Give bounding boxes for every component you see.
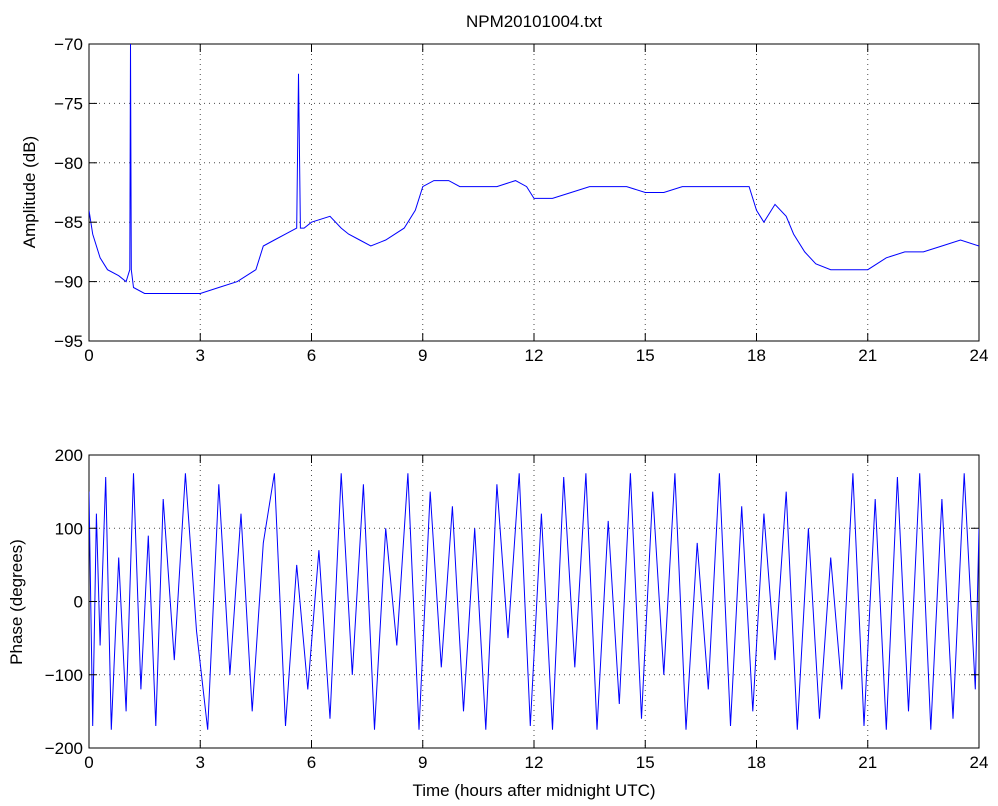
x-tick-label: 15 xyxy=(636,346,655,365)
x-tick-label: 9 xyxy=(418,346,427,365)
y-tick-label: −95 xyxy=(54,332,83,351)
amplitude-y-axis-label: Amplitude (dB) xyxy=(20,136,39,248)
amplitude-panel: NPM20101004.txt 0 3 6 9 12 15 18 21 24 −70 −75 −80 −… xyxy=(20,12,988,365)
x-tick-label: 0 xyxy=(84,753,93,772)
y-tick-label: −90 xyxy=(54,273,83,292)
x-tick-label: 3 xyxy=(196,753,205,772)
y-tick-label: −75 xyxy=(54,94,83,113)
y-tick-label: −70 xyxy=(54,35,83,54)
x-tick-label: 12 xyxy=(525,346,544,365)
x-tick-label: 0 xyxy=(84,346,93,365)
y-tick-label: 0 xyxy=(74,593,83,612)
phase-panel: 0 3 6 9 12 15 18 21 24 200 100 0 −100 −200 Phase (deg… xyxy=(7,446,988,800)
y-tick-label: −200 xyxy=(45,739,83,758)
x-tick-label: 15 xyxy=(636,753,655,772)
x-tick-label: 6 xyxy=(307,753,316,772)
x-tick-label: 21 xyxy=(858,753,877,772)
x-tick-label: 18 xyxy=(747,753,766,772)
x-tick-label: 21 xyxy=(858,346,877,365)
y-tick-label: −85 xyxy=(54,213,83,232)
x-tick-label: 9 xyxy=(418,753,427,772)
x-tick-label: 12 xyxy=(525,753,544,772)
y-tick-label: −100 xyxy=(45,666,83,685)
chart-title: NPM20101004.txt xyxy=(466,12,602,31)
y-tick-label: 100 xyxy=(55,519,83,538)
y-tick-label: −80 xyxy=(54,154,83,173)
x-tick-label: 18 xyxy=(747,346,766,365)
amplitude-plot-area xyxy=(89,44,979,341)
x-axis-label: Time (hours after midnight UTC) xyxy=(412,781,655,800)
x-tick-label: 24 xyxy=(970,753,989,772)
x-tick-label: 3 xyxy=(196,346,205,365)
x-tick-label: 6 xyxy=(307,346,316,365)
phase-y-axis-label: Phase (degrees) xyxy=(7,539,26,665)
x-tick-label: 24 xyxy=(970,346,989,365)
y-tick-label: 200 xyxy=(55,446,83,465)
